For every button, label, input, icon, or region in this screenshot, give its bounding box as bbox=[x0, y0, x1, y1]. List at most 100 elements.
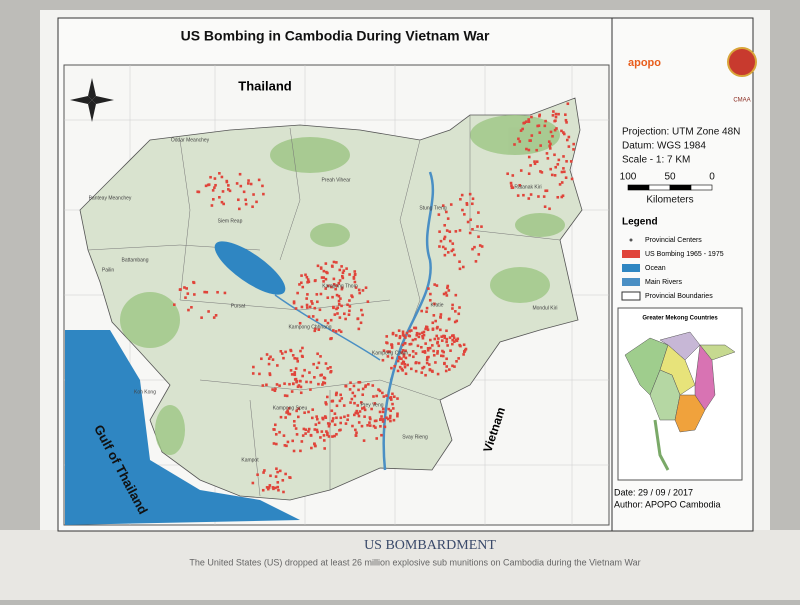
bombing-point bbox=[326, 367, 330, 370]
bombing-point bbox=[423, 350, 427, 353]
province-label: Kampong Chhnang bbox=[288, 324, 331, 330]
province-label: Kampot bbox=[241, 457, 259, 463]
bombing-point bbox=[303, 411, 306, 415]
bombing-point bbox=[354, 411, 358, 415]
bombing-point bbox=[209, 175, 212, 179]
inset-map bbox=[624, 331, 736, 471]
datum: Datum: WGS 1984 bbox=[622, 141, 706, 152]
bombing-point bbox=[538, 131, 542, 134]
bombing-point bbox=[451, 338, 454, 342]
bombing-point bbox=[345, 267, 348, 270]
bombing-point bbox=[422, 365, 426, 369]
bombing-point bbox=[307, 427, 311, 431]
bombing-point bbox=[438, 230, 441, 233]
bombing-point bbox=[334, 392, 338, 396]
bombing-point bbox=[454, 310, 457, 313]
bombing-point bbox=[322, 439, 326, 442]
bombing-point bbox=[396, 397, 399, 400]
bombing-point bbox=[513, 143, 516, 146]
author: Author: APOPO Cambodia bbox=[614, 499, 721, 509]
bombing-point bbox=[313, 442, 316, 446]
bombing-point bbox=[290, 373, 294, 376]
bombing-point bbox=[306, 280, 309, 284]
bombing-point bbox=[414, 369, 418, 373]
bombing-point bbox=[404, 372, 408, 376]
bombing-point bbox=[317, 421, 321, 425]
bombing-point bbox=[443, 223, 446, 227]
bombing-point bbox=[269, 474, 272, 478]
province-boundaries bbox=[87, 115, 561, 497]
bombing-point bbox=[545, 152, 549, 155]
bombing-point bbox=[346, 418, 349, 422]
bombing-point bbox=[378, 389, 382, 393]
bombing-point bbox=[287, 407, 291, 410]
bombing-point bbox=[293, 371, 297, 374]
bombing-point bbox=[273, 428, 276, 431]
bombing-point bbox=[257, 178, 261, 182]
bombing-point bbox=[348, 388, 352, 391]
bombing-point bbox=[539, 170, 542, 173]
bombing-point bbox=[187, 308, 190, 312]
bombing-point bbox=[271, 486, 275, 489]
bombing-point bbox=[292, 301, 296, 305]
bombing-point bbox=[262, 192, 265, 196]
mekong-river bbox=[382, 171, 435, 471]
bombing-point bbox=[299, 449, 302, 453]
bombing-point bbox=[446, 217, 450, 220]
bombing-point bbox=[354, 428, 357, 432]
bombing-point bbox=[316, 300, 319, 304]
bombing-point bbox=[386, 417, 390, 421]
bombing-point bbox=[304, 432, 307, 435]
bombing-point bbox=[266, 487, 270, 491]
bombing-point bbox=[340, 265, 343, 268]
bombing-point bbox=[361, 393, 365, 397]
bombing-point bbox=[375, 437, 379, 440]
bombing-point bbox=[238, 207, 241, 211]
bombing-point bbox=[533, 160, 536, 163]
bombing-point bbox=[367, 383, 370, 386]
bombing-point bbox=[300, 305, 304, 309]
bombing-point bbox=[452, 336, 456, 340]
bombing-point bbox=[256, 473, 259, 477]
bombing-point bbox=[408, 334, 412, 338]
bombing-point bbox=[227, 188, 230, 191]
bombing-point bbox=[445, 229, 449, 232]
bombing-point bbox=[373, 402, 377, 405]
ocean bbox=[65, 330, 300, 525]
bombing-point bbox=[450, 249, 454, 253]
bombing-point bbox=[462, 350, 466, 354]
bombing-point bbox=[323, 381, 327, 385]
province-label: Oddar Meanchey bbox=[171, 137, 210, 143]
bombing-point bbox=[293, 373, 297, 377]
bombing-point bbox=[565, 138, 569, 142]
cmaa-logo: CMAA bbox=[733, 98, 750, 104]
bombing-point bbox=[424, 342, 427, 345]
bombing-point bbox=[401, 330, 405, 334]
bombing-point bbox=[340, 304, 343, 308]
bombing-point bbox=[474, 260, 478, 263]
bombing-point bbox=[301, 434, 305, 437]
bombing-point bbox=[260, 357, 263, 361]
bombing-point bbox=[313, 329, 317, 333]
bombing-point bbox=[291, 354, 295, 357]
bombing-point bbox=[413, 326, 416, 330]
bombing-point bbox=[221, 190, 225, 193]
bombing-point bbox=[353, 280, 357, 284]
bombing-point bbox=[538, 113, 542, 117]
bombing-point bbox=[218, 172, 221, 175]
bombing-point bbox=[434, 361, 437, 364]
bombing-point bbox=[509, 181, 513, 185]
footer-band bbox=[0, 530, 800, 600]
bombing-point bbox=[554, 165, 558, 169]
bombing-point bbox=[315, 428, 319, 432]
bombing-point bbox=[301, 285, 305, 289]
bombing-point bbox=[455, 360, 458, 363]
bombing-point bbox=[414, 352, 418, 355]
bombing-point bbox=[296, 385, 300, 389]
bombing-point bbox=[280, 352, 284, 355]
bombing-point bbox=[315, 366, 319, 370]
bombing-point bbox=[527, 197, 531, 200]
inset-title: Greater Mekong Countries bbox=[642, 316, 718, 322]
cmaa-emblem bbox=[727, 47, 757, 77]
bombing-point bbox=[275, 467, 278, 471]
